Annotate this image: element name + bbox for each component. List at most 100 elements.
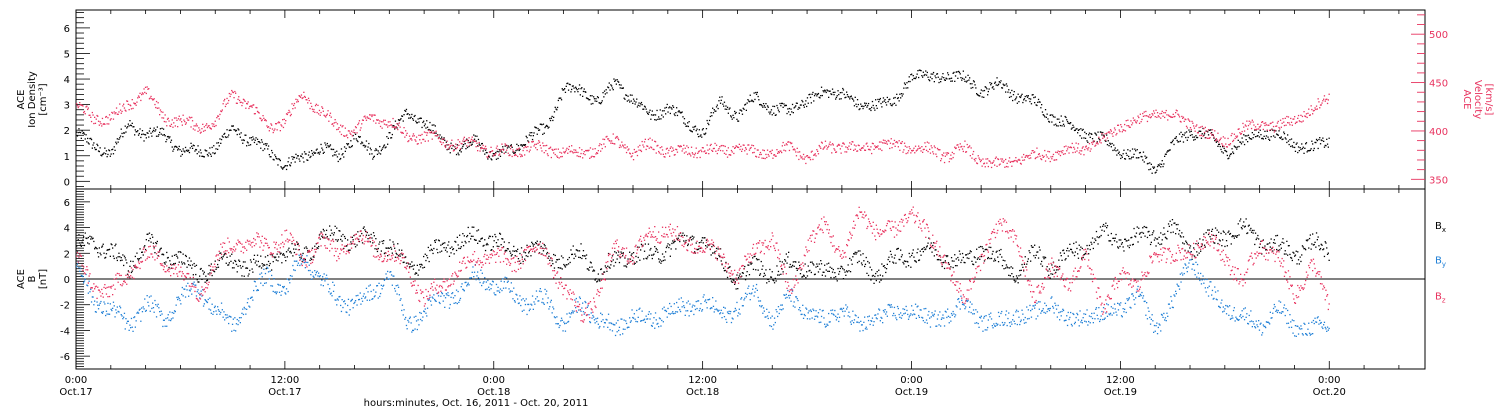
data-point [762,265,764,267]
data-point [537,142,539,144]
data-point [723,267,725,269]
data-point [348,249,350,251]
data-point [958,149,961,151]
data-point [134,129,136,131]
data-point [1276,134,1279,136]
data-point [347,143,350,145]
data-point [942,262,944,264]
data-point [732,279,734,281]
data-point [1080,153,1082,155]
data-point [1213,137,1215,139]
data-point [385,247,387,249]
data-point [811,93,813,95]
data-point [495,236,497,238]
data-point [264,264,266,266]
data-point [528,151,530,153]
data-point [697,151,700,153]
data-point [933,255,935,257]
data-point [1053,124,1055,126]
data-point [1281,122,1283,124]
data-point [614,137,617,139]
data-point [723,145,725,147]
data-point [1298,150,1300,152]
data-point [614,80,616,82]
data-point [419,117,421,120]
data-point [1327,252,1329,254]
data-point [500,150,502,152]
data-point [244,100,246,102]
data-point [411,261,413,263]
data-point [939,149,941,151]
data-point [339,230,341,232]
data-point [115,112,117,114]
data-point [238,260,241,262]
data-point [419,134,422,137]
data-point [864,104,867,106]
data-point [1035,104,1037,106]
data-point [841,266,843,268]
data-point [1328,259,1330,261]
data-point [1258,126,1261,128]
data-point [184,120,186,123]
data-point [1167,114,1170,116]
data-point [247,275,249,277]
data-point [622,87,624,89]
data-point [1063,252,1065,254]
data-point [694,152,697,154]
data-point [1177,113,1179,115]
data-point [563,89,565,91]
data-point [1133,153,1135,155]
data-point [1081,147,1083,149]
data-point [1190,251,1192,253]
data-point [693,156,695,158]
data-point [896,141,898,143]
data-point [156,240,158,243]
data-point [310,155,312,158]
data-point [398,122,400,124]
data-point [795,261,797,263]
data-point [145,137,147,139]
data-point [150,241,152,243]
data-point [462,233,464,235]
data-point [781,151,783,154]
data-point [509,250,511,252]
data-point [1305,249,1307,251]
data-point [513,250,516,252]
data-point [727,147,729,149]
left-tick-label: 1 [64,152,70,163]
data-point [629,251,631,253]
data-point [161,127,163,129]
data-point [694,251,696,253]
data-point [282,253,285,255]
data-point [1041,111,1044,113]
data-point [118,252,120,254]
data-point [1173,143,1175,146]
data-point [112,148,114,150]
data-point [702,242,704,244]
data-point [692,153,694,155]
data-point [654,119,656,121]
data-point [554,153,556,156]
data-point [81,130,83,132]
data-point [1116,241,1118,243]
data-point [405,256,407,258]
data-point [960,146,962,148]
data-point [1272,135,1275,137]
data-point [264,143,267,145]
data-point [810,271,812,274]
data-point [400,253,402,255]
data-point [160,111,162,113]
data-point [119,256,121,258]
data-point [141,92,144,94]
data-point [914,77,917,80]
data-point [464,240,466,243]
data-point [1027,258,1029,260]
data-point [243,139,245,142]
data-point [439,251,441,253]
data-point [677,237,679,239]
data-point [1174,137,1176,140]
data-point [1084,148,1086,151]
data-point [836,280,838,282]
data-point [885,141,888,143]
data-point [849,257,851,260]
